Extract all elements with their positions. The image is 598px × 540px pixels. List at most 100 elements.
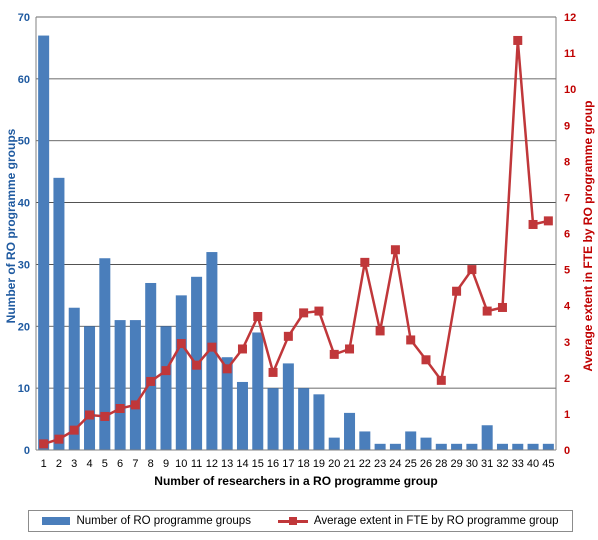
line-marker: [390, 245, 400, 255]
y-tick-label: 30: [18, 259, 30, 271]
line-marker: [268, 367, 278, 377]
y-tick-label: 40: [18, 198, 30, 210]
y2-tick-label: 4: [564, 301, 571, 313]
x-tick-label: 33: [512, 458, 524, 470]
x-tick-label: 7: [132, 458, 138, 470]
line-marker: [69, 425, 79, 435]
bar: [435, 443, 447, 450]
x-tick-label: 20: [328, 458, 340, 470]
bar: [420, 437, 432, 450]
line-marker: [39, 439, 49, 449]
bar: [68, 307, 80, 450]
x-tick-label: 10: [175, 458, 187, 470]
line-marker: [222, 364, 232, 374]
y2-tick-label: 2: [564, 373, 570, 385]
bar: [328, 437, 340, 450]
y2-tick-label: 7: [564, 192, 570, 204]
bar: [175, 295, 187, 450]
line-marker: [528, 219, 538, 229]
bar: [84, 326, 96, 450]
x-tick-label: 45: [542, 458, 554, 470]
line-marker: [85, 410, 95, 420]
bar: [466, 443, 478, 450]
x-tick-label: 11: [191, 458, 202, 470]
y2-tick-label: 1: [564, 409, 570, 421]
line-marker: [299, 308, 309, 318]
bar: [53, 177, 65, 451]
y-tick-label: 20: [18, 321, 30, 333]
line-marker: [161, 366, 171, 376]
left-axis-title: Number of RO programme groups: [4, 128, 18, 323]
x-tick-label: 19: [313, 458, 325, 470]
x-tick-label: 24: [389, 458, 401, 470]
line-series: [39, 35, 553, 449]
x-tick-label: 18: [298, 458, 310, 470]
y2-tick-label: 10: [564, 84, 576, 96]
line-marker: [452, 286, 462, 296]
y2-tick-label: 6: [564, 229, 570, 241]
bar: [282, 363, 294, 450]
bar: [129, 320, 141, 450]
line-marker: [375, 326, 385, 336]
bar: [389, 443, 401, 450]
x-tick-label: 31: [481, 458, 493, 470]
x-tick-label: 1: [41, 458, 47, 470]
line-swatch: [277, 516, 308, 526]
y-tick-label: 50: [18, 136, 30, 148]
bar: [405, 431, 417, 450]
x-tick-label: 15: [252, 458, 264, 470]
legend-item-bars: Number of RO programme groups: [42, 515, 251, 527]
line-marker: [253, 311, 263, 321]
x-tick-label: 14: [236, 458, 248, 470]
line-marker: [237, 344, 247, 354]
y2-tick-label: 11: [564, 48, 576, 60]
line-marker: [497, 302, 507, 312]
bar: [527, 443, 539, 450]
x-tick-label: 6: [117, 458, 123, 470]
line-marker: [329, 349, 339, 359]
line-marker: [283, 331, 293, 341]
bar: [298, 388, 310, 450]
x-tick-label: 30: [466, 458, 478, 470]
x-tick-label: 2: [56, 458, 62, 470]
x-tick-label: 25: [405, 458, 417, 470]
x-tick-label: 17: [282, 458, 294, 470]
x-tick-label: 16: [267, 458, 279, 470]
bar: [114, 320, 126, 450]
x-tick-label: 3: [71, 458, 77, 470]
x-tick-label: 9: [163, 458, 169, 470]
right-axis-title: Average extent in FTE by RO programme gr…: [581, 101, 595, 372]
bar: [512, 443, 524, 450]
x-tick-label: 40: [527, 458, 539, 470]
y2-tick-label: 12: [564, 12, 576, 24]
line-marker: [436, 375, 446, 385]
x-tick-label: 29: [450, 458, 462, 470]
line-marker: [467, 265, 477, 275]
x-tick-label: 4: [86, 458, 92, 470]
line-marker: [345, 344, 355, 354]
bar: [38, 35, 50, 451]
bar: [344, 412, 356, 450]
series-line: [43, 40, 549, 446]
x-tick-label: 23: [374, 458, 386, 470]
x-tick-label: 26: [420, 458, 432, 470]
y2-tick-label: 5: [564, 265, 570, 277]
bar: [359, 431, 371, 450]
y-tick-label: 0: [24, 445, 30, 457]
y2-tick-label: 9: [564, 120, 570, 132]
legend-label-line: Average extent in FTE by RO programme gr…: [313, 515, 559, 527]
bar: [481, 425, 493, 450]
bar: [160, 326, 172, 450]
left-tick-labels: 0 10 20 30 40 50 60 70: [18, 12, 30, 457]
bar: [236, 381, 248, 450]
legend-label-bars: Number of RO programme groups: [76, 515, 251, 527]
x-tick-label: 8: [148, 458, 154, 470]
line-marker: [146, 376, 156, 386]
bar: [145, 282, 157, 450]
bar: [451, 443, 463, 450]
line-marker: [543, 216, 553, 226]
bar: [252, 332, 264, 450]
line-marker: [100, 411, 110, 421]
line-marker: [176, 339, 186, 349]
